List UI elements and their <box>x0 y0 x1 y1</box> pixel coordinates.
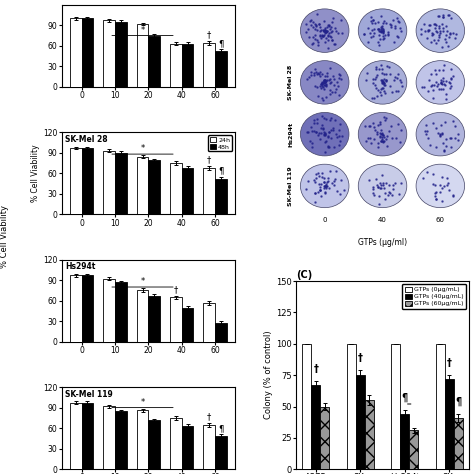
Bar <box>103 406 115 469</box>
Bar <box>170 44 182 87</box>
Bar <box>182 308 193 342</box>
Bar <box>203 43 215 87</box>
Bar <box>115 22 127 87</box>
Text: 60: 60 <box>436 217 445 223</box>
Bar <box>137 24 148 87</box>
Bar <box>320 407 329 469</box>
Bar <box>148 296 160 342</box>
Circle shape <box>358 112 407 156</box>
Bar <box>170 418 182 469</box>
Bar <box>215 51 227 87</box>
Text: ¶: ¶ <box>218 39 224 48</box>
Legend: 24h, 48h: 24h, 48h <box>208 135 232 151</box>
Text: 40: 40 <box>378 217 387 223</box>
Bar <box>365 400 374 469</box>
Bar <box>203 303 215 342</box>
Bar <box>215 179 227 214</box>
Circle shape <box>416 9 465 52</box>
Bar <box>182 426 193 469</box>
Bar <box>82 403 93 469</box>
Text: *: * <box>140 145 145 154</box>
Bar <box>215 437 227 469</box>
Y-axis label: % Cell Viability: % Cell Viability <box>31 145 40 202</box>
Bar <box>302 344 311 469</box>
Text: ¶: ¶ <box>401 393 408 403</box>
Text: †: † <box>313 364 318 374</box>
Legend: GTPs (0μg/mL), GTPs (40μg/mL), GTPs (60μg/mL): GTPs (0μg/mL), GTPs (40μg/mL), GTPs (60μ… <box>402 284 466 309</box>
Text: *: * <box>140 277 145 286</box>
Bar <box>454 418 463 469</box>
Bar <box>182 44 193 87</box>
Bar <box>170 297 182 342</box>
Bar <box>215 323 227 342</box>
Bar <box>70 275 82 342</box>
Text: SK-Mel 28: SK-Mel 28 <box>288 65 293 100</box>
Bar <box>82 148 93 214</box>
Circle shape <box>358 9 407 52</box>
Circle shape <box>416 112 465 156</box>
Bar <box>137 410 148 469</box>
Text: *: * <box>140 26 145 35</box>
Bar <box>170 163 182 214</box>
Bar <box>148 160 160 214</box>
Bar <box>347 344 356 469</box>
Bar <box>436 344 445 469</box>
Bar <box>203 168 215 214</box>
Text: SK-Mel 119: SK-Mel 119 <box>65 390 113 399</box>
Text: †: † <box>358 353 363 363</box>
Bar <box>148 36 160 87</box>
Text: †: † <box>174 285 178 294</box>
Bar <box>409 430 418 469</box>
Bar <box>115 411 127 469</box>
Text: SK-Mel 119: SK-Mel 119 <box>288 166 293 206</box>
Bar <box>356 375 365 469</box>
Bar <box>137 157 148 214</box>
Y-axis label: Colony (% of control): Colony (% of control) <box>264 331 273 419</box>
Text: Hs294t: Hs294t <box>288 122 293 147</box>
Bar <box>137 291 148 342</box>
Bar <box>401 414 409 469</box>
Text: 0: 0 <box>322 217 327 223</box>
Text: ¶: ¶ <box>455 397 461 407</box>
Circle shape <box>301 9 349 52</box>
Text: SK-Mel 28: SK-Mel 28 <box>65 135 108 144</box>
Circle shape <box>358 61 407 104</box>
Text: †: † <box>207 31 211 40</box>
Bar <box>392 344 401 469</box>
Bar <box>70 403 82 469</box>
Bar <box>115 153 127 214</box>
Text: ¶: ¶ <box>218 166 224 175</box>
Bar <box>203 425 215 469</box>
Bar <box>311 385 320 469</box>
Circle shape <box>416 61 465 104</box>
Circle shape <box>301 112 349 156</box>
Text: †: † <box>207 412 211 421</box>
Bar <box>103 20 115 87</box>
Bar <box>103 279 115 342</box>
Bar <box>182 168 193 214</box>
Circle shape <box>416 164 465 208</box>
Circle shape <box>301 164 349 208</box>
Bar <box>445 379 454 469</box>
Bar <box>70 148 82 214</box>
Text: †: † <box>447 357 452 368</box>
Bar <box>148 420 160 469</box>
Bar <box>82 18 93 87</box>
Text: Hs294t: Hs294t <box>65 262 95 271</box>
Bar <box>70 18 82 87</box>
Text: †: † <box>207 155 211 164</box>
Text: GTPs (μg/ml): GTPs (μg/ml) <box>358 237 407 246</box>
Text: ¶: ¶ <box>218 424 224 433</box>
Circle shape <box>301 61 349 104</box>
Text: % Cell Viability: % Cell Viability <box>0 206 9 268</box>
Bar <box>103 151 115 214</box>
Text: *: * <box>140 398 145 407</box>
Bar <box>115 282 127 342</box>
Bar <box>82 275 93 342</box>
Circle shape <box>358 164 407 208</box>
Text: (C): (C) <box>296 270 312 280</box>
